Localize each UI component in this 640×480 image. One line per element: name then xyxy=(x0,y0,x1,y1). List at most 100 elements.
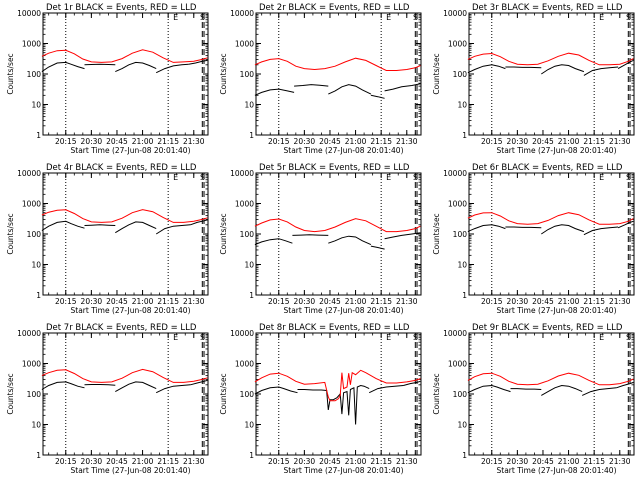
lld-series-line xyxy=(41,209,208,223)
x-axis-label: Start Time (27-Jun-08 20:01:40) xyxy=(497,146,617,155)
x-tick-label: 20:45 xyxy=(319,137,341,146)
x-tick-label: 20:30 xyxy=(81,137,103,146)
events-series-line xyxy=(581,387,617,396)
y-axis-label: Counts/sec xyxy=(6,373,15,414)
events-series-line xyxy=(505,226,542,229)
events-series-line xyxy=(190,219,208,226)
lld-series-line xyxy=(467,212,634,225)
x-tick-label: 21:00 xyxy=(558,137,580,146)
y-tick-label: 1 xyxy=(462,451,467,460)
marker-e-label: E xyxy=(386,173,391,182)
marker-e-label: E xyxy=(599,333,604,342)
x-axis-label: Start Time (27-Jun-08 20:01:40) xyxy=(71,146,191,155)
x-tick-label: 20:45 xyxy=(319,297,341,306)
x-tick-label: 20:45 xyxy=(106,297,128,306)
y-tick-label: 10000 xyxy=(443,169,467,178)
x-tick-label: 21:00 xyxy=(132,457,154,466)
events-series-line xyxy=(370,245,385,250)
panel-title: Det 2r BLACK = Events, RED = LLD xyxy=(259,3,410,13)
x-tick-label: 21:30 xyxy=(183,297,205,306)
events-series-line xyxy=(328,235,372,246)
plot-frame xyxy=(255,332,422,456)
events-series-line xyxy=(328,84,372,95)
y-tick-label: 1 xyxy=(249,291,254,300)
y-tick-label: 10 xyxy=(457,101,467,110)
events-series-line xyxy=(254,88,295,96)
y-tick-label: 1 xyxy=(462,291,467,300)
marker-s-label: S xyxy=(626,333,631,342)
x-tick-label: 21:30 xyxy=(609,297,631,306)
marker-s-label: S xyxy=(413,173,418,182)
events-series-line xyxy=(84,224,116,226)
y-tick-label: 10 xyxy=(244,421,254,430)
x-tick-label: 20:30 xyxy=(294,137,316,146)
events-series-line xyxy=(84,384,116,386)
panel-title: Det 6r BLACK = Events, RED = LLD xyxy=(472,163,623,173)
events-series-line xyxy=(115,381,157,393)
y-axis-label: Counts/sec xyxy=(432,213,441,254)
y-axis-label: Counts/sec xyxy=(6,213,15,254)
x-tick-label: 20:15 xyxy=(481,297,503,306)
events-series-line xyxy=(467,384,511,394)
events-series-line xyxy=(617,59,634,70)
x-tick-label: 20:45 xyxy=(532,297,554,306)
x-tick-label: 20:30 xyxy=(294,297,316,306)
events-series-line xyxy=(541,384,583,396)
events-series-line xyxy=(294,84,329,87)
events-series-line xyxy=(190,379,208,386)
events-series-line xyxy=(583,66,619,76)
x-tick-label: 21:00 xyxy=(132,137,154,146)
events-series-line xyxy=(254,238,293,246)
events-series-line xyxy=(115,61,157,73)
panel-title: Det 1r BLACK = Events, RED = LLD xyxy=(46,3,197,13)
events-series-line xyxy=(616,381,634,389)
x-tick-label: 21:00 xyxy=(558,457,580,466)
events-series-line xyxy=(583,226,619,236)
y-tick-label: 10000 xyxy=(17,329,41,338)
events-series-line xyxy=(155,224,191,235)
x-tick-label: 21:00 xyxy=(345,297,367,306)
y-tick-label: 1 xyxy=(36,131,41,140)
x-tick-label: 21:00 xyxy=(558,297,580,306)
marker-e-label: E xyxy=(173,13,178,22)
x-tick-label: 21:15 xyxy=(370,137,392,146)
x-tick-label: 20:15 xyxy=(268,137,290,146)
events-series-line xyxy=(370,94,385,99)
y-tick-label: 1000 xyxy=(448,200,467,209)
lld-series-line xyxy=(467,372,634,386)
y-axis-label: Counts/sec xyxy=(432,373,441,414)
y-tick-label: 100 xyxy=(453,70,468,79)
events-series-line xyxy=(541,64,585,75)
y-tick-label: 10 xyxy=(244,261,254,270)
events-series-line xyxy=(505,66,542,69)
marker-e-label: E xyxy=(386,333,391,342)
x-tick-label: 21:30 xyxy=(609,137,631,146)
y-tick-label: 100 xyxy=(27,390,42,399)
y-tick-label: 1000 xyxy=(22,200,41,209)
panel-title: Det 9r BLACK = Events, RED = LLD xyxy=(472,323,623,333)
x-tick-label: 20:15 xyxy=(481,137,503,146)
events-series-line xyxy=(297,384,370,425)
events-series-line xyxy=(188,59,208,65)
panel-2: Det 2r BLACK = Events, RED = LLD 1 10 100 10… xyxy=(219,3,422,155)
y-tick-label: 100 xyxy=(240,70,255,79)
events-series-line xyxy=(84,63,116,66)
x-tick-label: 20:45 xyxy=(319,457,341,466)
y-tick-label: 100 xyxy=(453,230,468,239)
x-axis-label: Start Time (27-Jun-08 20:01:40) xyxy=(497,306,617,315)
x-tick-label: 20:30 xyxy=(507,137,529,146)
panel-title: Det 8r BLACK = Events, RED = LLD xyxy=(259,323,410,333)
x-tick-label: 20:30 xyxy=(507,457,529,466)
plot-frame xyxy=(42,12,209,136)
x-axis-label: Start Time (27-Jun-08 20:01:40) xyxy=(284,466,404,475)
y-tick-label: 10000 xyxy=(17,9,41,18)
panel-7: Det 7r BLACK = Events, RED = LLD 1 10 100 10… xyxy=(6,323,209,475)
x-tick-label: 20:15 xyxy=(55,297,77,306)
y-tick-label: 10000 xyxy=(230,329,254,338)
plot-frame xyxy=(468,12,635,136)
marker-e-label: E xyxy=(173,173,178,182)
x-tick-label: 20:30 xyxy=(507,297,529,306)
x-tick-label: 21:15 xyxy=(370,297,392,306)
y-tick-label: 100 xyxy=(27,230,42,239)
panel-9: Det 9r BLACK = Events, RED = LLD 1 10 100 10… xyxy=(432,323,635,475)
